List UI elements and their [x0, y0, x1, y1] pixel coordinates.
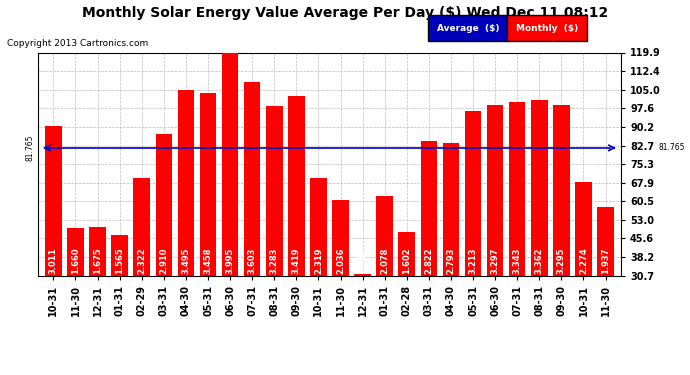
Bar — [575, 182, 592, 352]
Text: 3.419: 3.419 — [292, 247, 301, 274]
Text: 1.675: 1.675 — [93, 247, 102, 274]
Text: 1.565: 1.565 — [115, 247, 124, 274]
Bar — [155, 134, 172, 352]
Text: 81.765: 81.765 — [659, 143, 685, 152]
Bar — [133, 178, 150, 352]
Text: Copyright 2013 Cartronics.com: Copyright 2013 Cartronics.com — [7, 39, 148, 48]
Bar — [443, 143, 460, 352]
Bar — [509, 102, 526, 352]
Bar — [377, 196, 393, 352]
Text: Average  ($): Average ($) — [437, 24, 499, 33]
Bar — [421, 141, 437, 352]
Bar — [355, 274, 371, 352]
Text: 2.319: 2.319 — [314, 247, 323, 274]
Bar — [531, 100, 548, 352]
Text: 2.078: 2.078 — [380, 247, 389, 274]
Text: 2.793: 2.793 — [446, 247, 455, 274]
Text: 3.283: 3.283 — [270, 247, 279, 274]
Text: 1.937: 1.937 — [601, 247, 610, 274]
Text: 3.495: 3.495 — [181, 247, 190, 274]
Text: 3.458: 3.458 — [204, 247, 213, 274]
Bar — [399, 232, 415, 352]
Bar — [221, 53, 238, 352]
Text: 2.822: 2.822 — [424, 247, 433, 274]
Text: Monthly Solar Energy Value Average Per Day ($) Wed Dec 11 08:12: Monthly Solar Energy Value Average Per D… — [82, 6, 608, 20]
Text: 3.362: 3.362 — [535, 247, 544, 274]
Text: 3.297: 3.297 — [491, 247, 500, 274]
Text: 2.322: 2.322 — [137, 247, 146, 274]
Bar — [598, 207, 614, 352]
Text: 3.995: 3.995 — [226, 247, 235, 274]
Text: 81.765: 81.765 — [26, 135, 34, 161]
Text: 3.011: 3.011 — [49, 247, 58, 274]
Bar — [266, 106, 282, 352]
Bar — [333, 200, 349, 352]
Text: 2.910: 2.910 — [159, 247, 168, 274]
Bar — [244, 82, 260, 352]
Text: 1.048: 1.048 — [358, 247, 367, 274]
Bar — [67, 228, 83, 352]
Bar — [310, 178, 326, 352]
Bar — [111, 235, 128, 352]
Text: 3.343: 3.343 — [513, 247, 522, 274]
Bar — [465, 111, 482, 352]
Bar — [553, 105, 570, 352]
Text: 2.036: 2.036 — [336, 247, 345, 274]
Text: Monthly  ($): Monthly ($) — [516, 24, 578, 33]
Text: 1.660: 1.660 — [71, 247, 80, 274]
Text: 3.603: 3.603 — [248, 247, 257, 274]
Bar — [89, 227, 106, 352]
Text: 2.274: 2.274 — [579, 247, 588, 274]
Bar — [199, 93, 216, 352]
Bar — [288, 96, 304, 352]
Text: 1.602: 1.602 — [402, 247, 411, 274]
Text: 3.213: 3.213 — [469, 247, 477, 274]
Text: 3.295: 3.295 — [557, 247, 566, 274]
Bar — [177, 90, 194, 352]
Bar — [487, 105, 504, 352]
Bar — [45, 126, 61, 352]
